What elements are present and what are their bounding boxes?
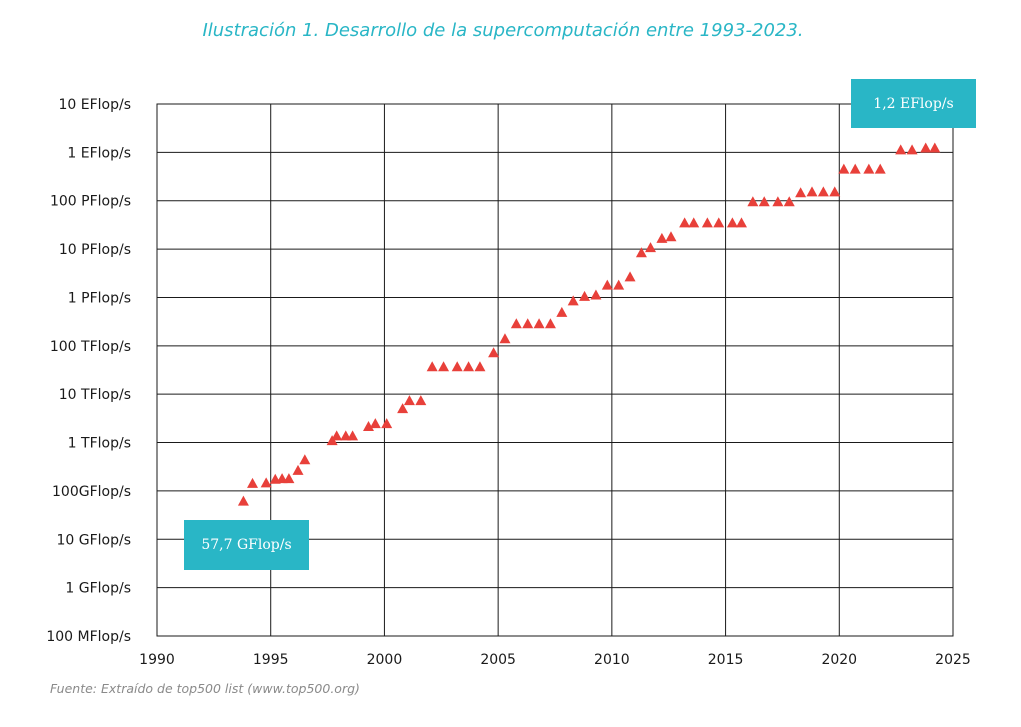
data-point-triangle [929, 142, 941, 153]
data-point-triangle [772, 196, 784, 207]
data-point-triangle [438, 361, 450, 372]
x-tick-label: 2010 [594, 652, 630, 668]
data-point-triangle [795, 187, 807, 198]
data-point-triangle [817, 186, 829, 197]
data-point-triangle [613, 279, 625, 290]
data-point-triangle [260, 477, 272, 488]
x-tick-label: 1990 [139, 652, 175, 668]
data-point-triangle [735, 217, 747, 228]
data-point-triangle [726, 217, 738, 228]
data-point-triangle [624, 271, 636, 282]
data-point-triangle [381, 418, 393, 429]
data-point-triangle [906, 144, 918, 155]
x-tick-label: 2000 [367, 652, 403, 668]
data-point-triangle [747, 196, 759, 207]
callout-end-value: 1,2 EFlop/s [851, 79, 976, 128]
data-point-triangle [499, 333, 511, 344]
data-point-triangle [510, 318, 522, 329]
y-tick-label: 10 GFlop/s [56, 532, 131, 548]
y-tick-label: 10 PFlop/s [59, 242, 131, 258]
data-point-triangle [567, 295, 579, 306]
data-point-triangle [403, 395, 415, 406]
data-point-triangle [849, 163, 861, 174]
data-point-triangle [347, 430, 359, 441]
data-point-triangle [283, 473, 295, 484]
y-tick-label: 100 MFlop/s [46, 629, 131, 645]
data-point-triangle [488, 347, 500, 358]
data-point-triangle [783, 196, 795, 207]
y-tick-label: 100 PFlop/s [50, 194, 131, 210]
data-point-triangle [874, 163, 886, 174]
data-point-triangle [829, 186, 841, 197]
source-note: Fuente: Extraído de top500 list (www.top… [50, 681, 360, 696]
x-tick-label: 2015 [708, 652, 744, 668]
data-point-triangle [688, 217, 700, 228]
y-tick-label: 10 EFlop/s [58, 97, 131, 113]
data-point-triangle [415, 395, 427, 406]
data-point-triangle [920, 142, 932, 153]
y-tick-label: 1 TFlop/s [68, 436, 131, 452]
x-tick-label: 2020 [821, 652, 857, 668]
y-tick-label: 1 EFlop/s [67, 145, 131, 161]
data-point-triangle [701, 217, 713, 228]
data-point-triangle [556, 306, 568, 317]
data-point-triangle [237, 495, 249, 506]
data-point-triangle [635, 247, 647, 258]
data-point-triangle [451, 361, 463, 372]
data-point-triangle [679, 217, 691, 228]
chart-title: Ilustración 1. Desarrollo de la supercom… [202, 20, 804, 41]
data-point-triangle [474, 361, 486, 372]
data-point-triangle [522, 318, 534, 329]
data-point-triangle [645, 242, 657, 253]
x-tick-label: 1995 [253, 652, 289, 668]
x-tick-label: 2025 [935, 652, 971, 668]
data-point-triangle [895, 144, 907, 155]
data-point-triangle [665, 231, 677, 242]
data-point-triangle [590, 289, 602, 300]
data-point-triangle [533, 318, 545, 329]
data-point-triangle [463, 361, 475, 372]
data-point-triangle [838, 163, 850, 174]
y-tick-label: 100GFlop/s [52, 484, 131, 500]
data-point-triangle [247, 477, 259, 488]
data-point-triangle [331, 430, 343, 441]
data-point-triangle [299, 454, 311, 465]
callout-start-value: 57,7 GFlop/s [184, 520, 309, 570]
data-point-triangle [601, 279, 613, 290]
data-point-triangle [806, 186, 818, 197]
data-point-triangle [426, 361, 438, 372]
data-point-triangle [369, 418, 381, 429]
y-tick-label: 1 GFlop/s [65, 581, 131, 597]
data-point-triangle [656, 232, 668, 243]
y-tick-label: 1 PFlop/s [68, 290, 131, 306]
data-point-triangle [363, 420, 375, 431]
y-tick-label: 10 TFlop/s [59, 387, 131, 403]
data-point-triangle [544, 318, 556, 329]
data-point-triangle [758, 196, 770, 207]
y-tick-label: 100 TFlop/s [50, 339, 131, 355]
data-point-triangle [579, 290, 591, 301]
data-point-triangle [863, 163, 875, 174]
data-point-triangle [713, 217, 725, 228]
data-point-triangle [397, 403, 409, 414]
x-tick-label: 2005 [480, 652, 516, 668]
data-point-triangle [292, 464, 304, 475]
